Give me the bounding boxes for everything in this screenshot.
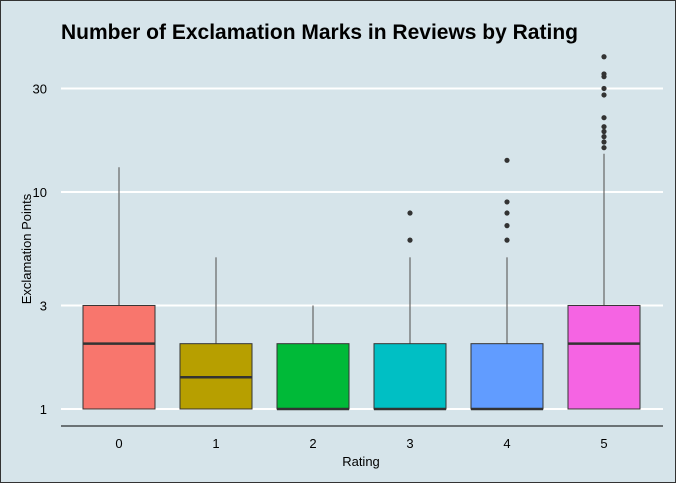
outlier-point xyxy=(601,54,607,60)
outlier-point xyxy=(601,115,607,121)
box-iqr xyxy=(567,304,641,410)
outlier-point xyxy=(601,124,607,130)
x-tick-label: 4 xyxy=(503,436,510,451)
outlier-point xyxy=(601,128,607,135)
x-tick-label: 3 xyxy=(406,436,413,451)
outlier-point xyxy=(504,157,510,163)
box-iqr xyxy=(373,343,447,410)
y-axis-label: Exclamation Points xyxy=(19,193,34,304)
x-tick-label: 5 xyxy=(600,436,607,451)
y-tick-label: 3 xyxy=(40,298,47,313)
chart-title: Number of Exclamation Marks in Reviews b… xyxy=(61,21,578,44)
box-iqr xyxy=(276,343,350,410)
y-tick-label: 1 xyxy=(40,402,47,417)
x-axis-label: Rating xyxy=(342,454,380,469)
outlier-point xyxy=(504,237,510,243)
box-rating-2 xyxy=(276,305,350,411)
box-rating-3 xyxy=(373,210,447,411)
outlier-point xyxy=(407,237,413,243)
outlier-point xyxy=(504,223,510,229)
outlier-point xyxy=(504,199,510,205)
outlier-point xyxy=(601,134,607,140)
box-rating-0 xyxy=(82,167,156,410)
outlier-point xyxy=(601,145,607,151)
box-rating-5 xyxy=(567,54,641,410)
outlier-point xyxy=(601,71,607,77)
outlier-point xyxy=(601,92,607,98)
outlier-point xyxy=(601,139,607,145)
box-rating-1 xyxy=(179,257,253,410)
x-tick-label: 1 xyxy=(212,436,219,451)
outlier-point xyxy=(601,85,607,92)
box-iqr xyxy=(470,343,544,410)
box-rating-4 xyxy=(470,157,544,411)
y-tick-label: 10 xyxy=(33,185,47,200)
outlier-point xyxy=(504,210,510,216)
x-tick-label: 0 xyxy=(115,436,122,451)
box-iqr xyxy=(82,304,156,410)
y-tick-label: 30 xyxy=(33,81,47,96)
outlier-point xyxy=(407,210,413,216)
x-tick-label: 2 xyxy=(309,436,316,451)
